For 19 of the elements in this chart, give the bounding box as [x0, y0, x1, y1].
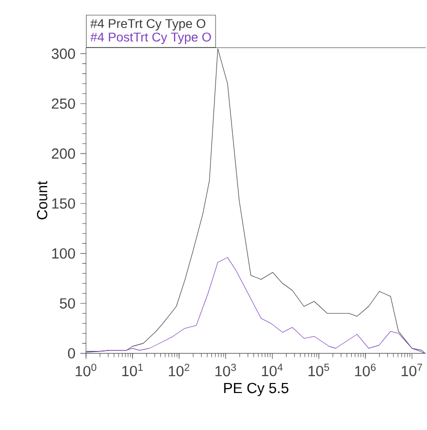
x-tick-label: 10$^{0}$ [76, 364, 96, 376]
y-tick-label: 150 [52, 198, 76, 209]
x-tick-label: 10$^{2}$ [168, 364, 190, 376]
y-tick-label: 300 [52, 48, 76, 59]
y-tick-label: 100 [52, 248, 76, 259]
x-tick-label: 10$^{5}$ [308, 364, 330, 376]
series-label: #4 PreTrt Cy Type O [90, 19, 206, 31]
y-tick-label: 200 [52, 148, 76, 159]
x-tick-label: 10$^{4}$ [262, 364, 283, 376]
x-tick-label: 10$^{3}$ [215, 364, 236, 376]
y-axis-title: Count [36, 181, 48, 220]
x-axis-title: PE Cy 5.5 [224, 382, 288, 396]
y-tick-label: 250 [52, 98, 76, 109]
x-tick-label: 10$^{1}$ [122, 364, 143, 376]
x-tick-label: 10$^{7}$ [402, 364, 422, 376]
y-tick-label: 50 [60, 298, 76, 309]
x-tick-label: 10$^{6}$ [355, 364, 376, 376]
y-tick-label: 0 [68, 348, 76, 358]
text: #4 PostTrt Cy Type O [90, 32, 211, 44]
